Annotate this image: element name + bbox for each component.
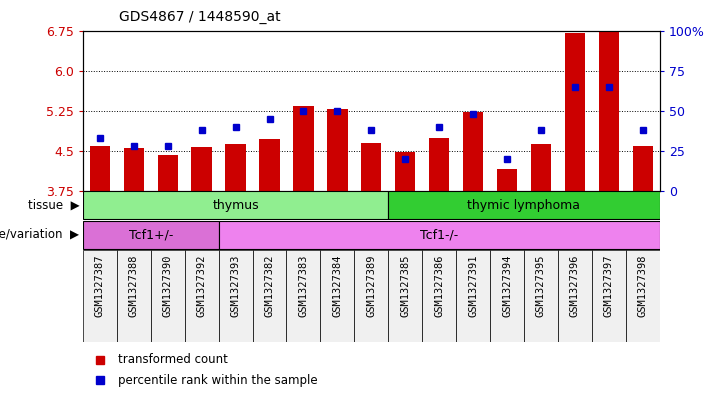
Bar [592,250,626,342]
Text: GSM1327388: GSM1327388 [129,254,139,317]
Bar [117,250,151,342]
Bar [218,221,660,249]
Text: percentile rank within the sample: percentile rank within the sample [118,374,317,387]
Bar [226,144,246,191]
Text: GSM1327394: GSM1327394 [502,254,512,317]
Text: GSM1327387: GSM1327387 [95,254,105,317]
Bar [558,250,592,342]
Text: GSM1327395: GSM1327395 [536,254,546,317]
Bar [389,250,423,342]
Text: GSM1327393: GSM1327393 [231,254,241,317]
Text: GSM1327384: GSM1327384 [332,254,342,317]
Text: GSM1327390: GSM1327390 [163,254,173,317]
Bar [158,155,178,191]
Bar [490,250,524,342]
Bar [361,143,381,191]
Text: GSM1327386: GSM1327386 [434,254,444,317]
Bar [463,112,483,191]
Bar [89,145,110,191]
Bar [598,31,619,191]
Bar [252,250,286,342]
Text: GSM1327382: GSM1327382 [265,254,275,317]
Bar [456,250,490,342]
Text: transformed count: transformed count [118,353,227,366]
Bar [83,191,389,219]
Text: GSM1327396: GSM1327396 [570,254,580,317]
Text: Tcf1-/-: Tcf1-/- [420,228,459,241]
Text: tissue  ▶: tissue ▶ [27,199,79,212]
Bar [565,33,585,191]
Text: thymic lymphoma: thymic lymphoma [467,199,580,212]
Text: GSM1327383: GSM1327383 [298,254,309,317]
Bar [218,250,252,342]
Bar [497,169,517,191]
Bar [632,145,653,191]
Text: GSM1327392: GSM1327392 [197,254,207,317]
Text: GDS4867 / 1448590_at: GDS4867 / 1448590_at [119,9,280,24]
Bar [123,148,144,191]
Bar [429,138,449,191]
Bar [524,250,558,342]
Bar [83,250,117,342]
Bar [293,106,314,191]
Text: GSM1327397: GSM1327397 [603,254,614,317]
Bar [531,145,551,191]
Bar [327,109,348,191]
Bar [423,250,456,342]
Bar [192,147,212,191]
Text: GSM1327385: GSM1327385 [400,254,410,317]
Text: Tcf1+/-: Tcf1+/- [128,228,173,241]
Bar [83,221,218,249]
Bar [151,250,185,342]
Bar [395,152,415,191]
Text: thymus: thymus [212,199,259,212]
Bar [320,250,354,342]
Text: genotype/variation  ▶: genotype/variation ▶ [0,228,79,241]
Text: GSM1327391: GSM1327391 [468,254,478,317]
Bar [389,191,660,219]
Bar [185,250,218,342]
Bar [260,139,280,191]
Bar [626,250,660,342]
Text: GSM1327398: GSM1327398 [638,254,647,317]
Bar [286,250,320,342]
Text: GSM1327389: GSM1327389 [366,254,376,317]
Bar [354,250,389,342]
